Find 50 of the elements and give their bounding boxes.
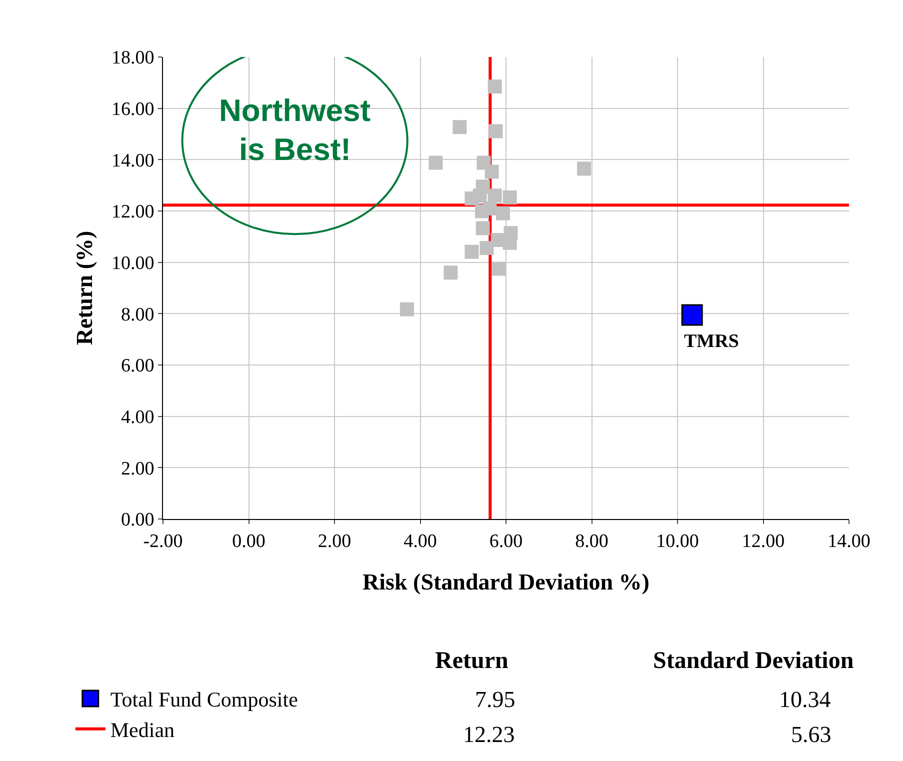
y-axis-title: Return (%) bbox=[72, 230, 97, 346]
y-tick-label: 14.00 bbox=[111, 150, 154, 172]
point bbox=[482, 201, 497, 216]
legend-label: Total Fund Composite bbox=[110, 688, 298, 712]
x-tick-label: 14.00 bbox=[828, 530, 870, 552]
y-tick-label: 6.00 bbox=[120, 356, 154, 377]
x-tick-label: 8.00 bbox=[575, 530, 608, 552]
point bbox=[577, 162, 592, 176]
text: 10.34 bbox=[779, 687, 832, 712]
point bbox=[428, 156, 443, 170]
y-tick-label: 4.00 bbox=[120, 406, 154, 428]
annotation: Northwest bbox=[219, 93, 371, 128]
annotation: TMRS bbox=[684, 331, 739, 352]
y-tick-label: 2.00 bbox=[120, 458, 154, 480]
point bbox=[488, 124, 503, 138]
y-tick-label: 10.00 bbox=[111, 252, 154, 274]
point bbox=[484, 164, 499, 179]
text: 7.95 bbox=[475, 687, 516, 712]
y-tick-label: 18.00 bbox=[111, 48, 154, 69]
y-tick-label: 0.00 bbox=[120, 510, 154, 531]
x-tick-label: -2.00 bbox=[143, 530, 183, 552]
point bbox=[464, 244, 479, 259]
point bbox=[476, 221, 490, 236]
y-tick-label: 16.00 bbox=[111, 98, 154, 120]
text: Return bbox=[435, 648, 508, 674]
point bbox=[681, 304, 703, 326]
point bbox=[488, 80, 502, 94]
point bbox=[492, 262, 506, 276]
x-tick-label: 4.00 bbox=[404, 530, 437, 552]
point bbox=[400, 302, 414, 316]
annotation: is Best! bbox=[239, 132, 351, 167]
point bbox=[452, 120, 467, 134]
text: 12.23 bbox=[463, 722, 515, 747]
text: 5.63 bbox=[791, 722, 832, 747]
point bbox=[488, 188, 502, 203]
x-axis-title: Risk (Standard Deviation %) bbox=[362, 569, 650, 594]
x-tick-label: 10.00 bbox=[656, 530, 699, 552]
text: Standard Deviation bbox=[653, 648, 854, 674]
y-tick-label: 8.00 bbox=[120, 304, 154, 326]
x-tick-label: 12.00 bbox=[742, 530, 785, 552]
x-tick-label: 2.00 bbox=[318, 530, 352, 552]
x-tick-label: 0.00 bbox=[232, 530, 266, 552]
legend-label: Median bbox=[110, 718, 176, 742]
y-tick-label: 12.00 bbox=[111, 202, 154, 223]
point bbox=[444, 266, 458, 280]
point bbox=[496, 206, 510, 220]
x-tick-label: 6.00 bbox=[489, 530, 523, 552]
point bbox=[480, 240, 494, 255]
point bbox=[472, 188, 487, 203]
point bbox=[502, 190, 517, 204]
